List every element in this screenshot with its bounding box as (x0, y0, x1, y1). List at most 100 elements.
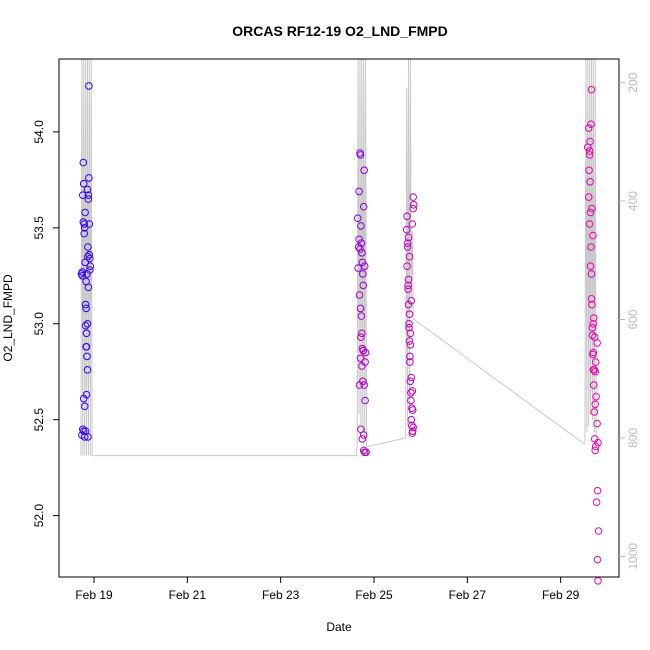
data-point (403, 243, 412, 251)
y2-tick-label: 400 (626, 191, 640, 211)
data-point (79, 218, 88, 226)
data-point (593, 486, 602, 495)
x-tick-label: Feb 21 (169, 588, 207, 602)
data-point (360, 381, 369, 389)
y-axis: 52.0 52.5 53.0 53.5 54.0 (32, 120, 59, 527)
data-point (592, 498, 601, 507)
data-point (354, 264, 362, 272)
data-point (357, 425, 365, 434)
x-tick-label: Feb 19 (75, 588, 113, 602)
data-point (590, 314, 598, 322)
data-point (83, 320, 92, 328)
data-point (584, 193, 593, 201)
data-point (361, 396, 369, 405)
data-point (355, 381, 364, 389)
data-point (81, 300, 90, 309)
data-point (403, 212, 411, 221)
data-point (588, 300, 596, 309)
data-point (357, 312, 366, 320)
data-point (358, 435, 367, 443)
y-tick-label: 52.5 (32, 408, 46, 432)
data-point (408, 404, 416, 413)
data-point (78, 268, 87, 276)
data-point (79, 427, 88, 436)
data-point (356, 151, 365, 159)
data-point (590, 408, 599, 416)
data-point (586, 262, 595, 271)
data-point (588, 204, 596, 213)
data-point (356, 354, 365, 363)
data-point (409, 423, 418, 432)
data-point (584, 124, 593, 132)
data-point (79, 179, 88, 188)
data-point (591, 446, 600, 455)
data-point (409, 204, 418, 213)
data-point (358, 258, 367, 267)
data-point (86, 262, 95, 271)
data-point (360, 166, 369, 175)
data-point (362, 448, 370, 457)
data-point (405, 320, 413, 328)
data-point (82, 343, 90, 351)
data-point (85, 174, 93, 182)
y-axis-label: O2_LND_FMPD (1, 274, 15, 362)
data-point (357, 239, 366, 247)
data-point (84, 195, 93, 203)
data-point (406, 329, 415, 338)
data-point (407, 389, 415, 397)
data-point (85, 82, 93, 90)
data-point (591, 358, 600, 366)
y2-tick-label: 600 (626, 309, 640, 329)
data-point (79, 158, 88, 167)
data-point (82, 390, 91, 399)
data-point (593, 555, 602, 564)
data-point (591, 442, 600, 451)
data-point (585, 220, 594, 228)
data-point (359, 281, 368, 290)
y-tick-label: 52.0 (32, 504, 46, 528)
data-point (404, 275, 413, 284)
data-point (358, 249, 366, 257)
data-point (355, 291, 364, 299)
data-point (407, 296, 416, 305)
data-point (80, 402, 89, 411)
data-point (358, 362, 366, 370)
data-point (408, 387, 417, 395)
data-point (589, 231, 597, 240)
data-point (589, 348, 598, 357)
y-tick-label: 53.5 (32, 216, 46, 240)
data-point (83, 366, 92, 374)
data-point (403, 239, 412, 247)
data-point (359, 446, 368, 455)
data-point (406, 377, 415, 386)
data-point (590, 381, 598, 389)
data-point (407, 415, 416, 424)
data-point (82, 329, 91, 338)
x-axis-label: Date (326, 620, 352, 634)
data-point (593, 419, 601, 428)
data-point (408, 220, 417, 228)
data-point (80, 229, 88, 238)
data-point (408, 427, 417, 436)
data-point (587, 243, 595, 251)
data-point (594, 438, 602, 447)
data-point (84, 191, 93, 199)
data-point (404, 281, 412, 290)
data-point (406, 341, 415, 349)
data-point (407, 373, 416, 382)
data-point (359, 202, 368, 211)
data-point (84, 243, 92, 251)
y-tick-label: 54.0 (32, 120, 46, 144)
data-point (587, 85, 596, 94)
data-point (404, 233, 413, 242)
data-point (592, 392, 600, 401)
y2-tick-label: 1000 (626, 543, 640, 570)
data-point (586, 208, 595, 217)
data-point (591, 367, 600, 376)
data-point (359, 346, 368, 355)
data-point (591, 400, 600, 409)
data-point (86, 266, 94, 274)
altitude-line-layer (80, 58, 597, 457)
data-point (587, 295, 596, 303)
